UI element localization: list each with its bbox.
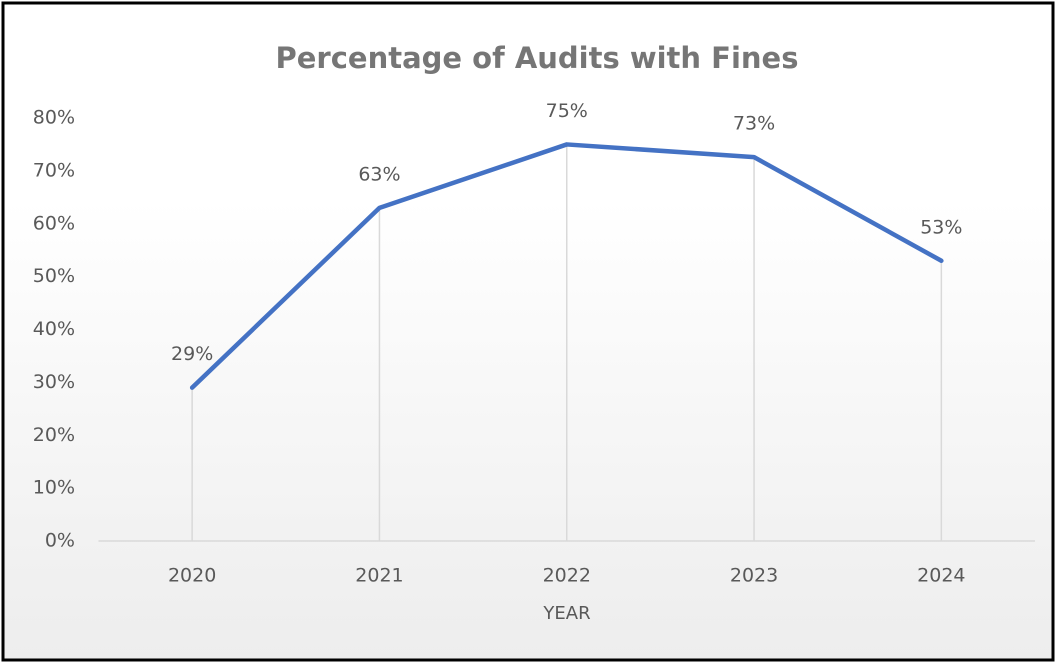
y-tick-label: 0% [45,530,75,552]
y-tick-label: 30% [33,371,75,393]
x-axis-label: YEAR [542,603,590,624]
x-tick-label: 2024 [917,565,965,587]
y-tick-label: 40% [33,318,75,340]
y-tick-label: 10% [33,477,75,499]
y-tick-label: 60% [33,212,75,234]
y-tick-label: 20% [33,424,75,446]
x-tick-label: 2022 [543,565,591,587]
line-series [189,142,944,390]
x-tick-label: 2021 [355,565,403,587]
y-tick-label: 70% [33,159,75,181]
data-label: 29% [171,343,213,365]
data-label: 53% [920,216,962,238]
chart-title: Percentage of Audits with Fines [276,41,799,75]
x-tick-label: 2020 [168,565,216,587]
y-tick-label: 80% [33,107,75,129]
y-tick-label: 50% [33,265,75,287]
data-label: 63% [358,163,400,185]
data-label: 75% [546,100,588,122]
x-tick-label: 2023 [730,565,778,587]
data-label: 73% [733,113,775,135]
